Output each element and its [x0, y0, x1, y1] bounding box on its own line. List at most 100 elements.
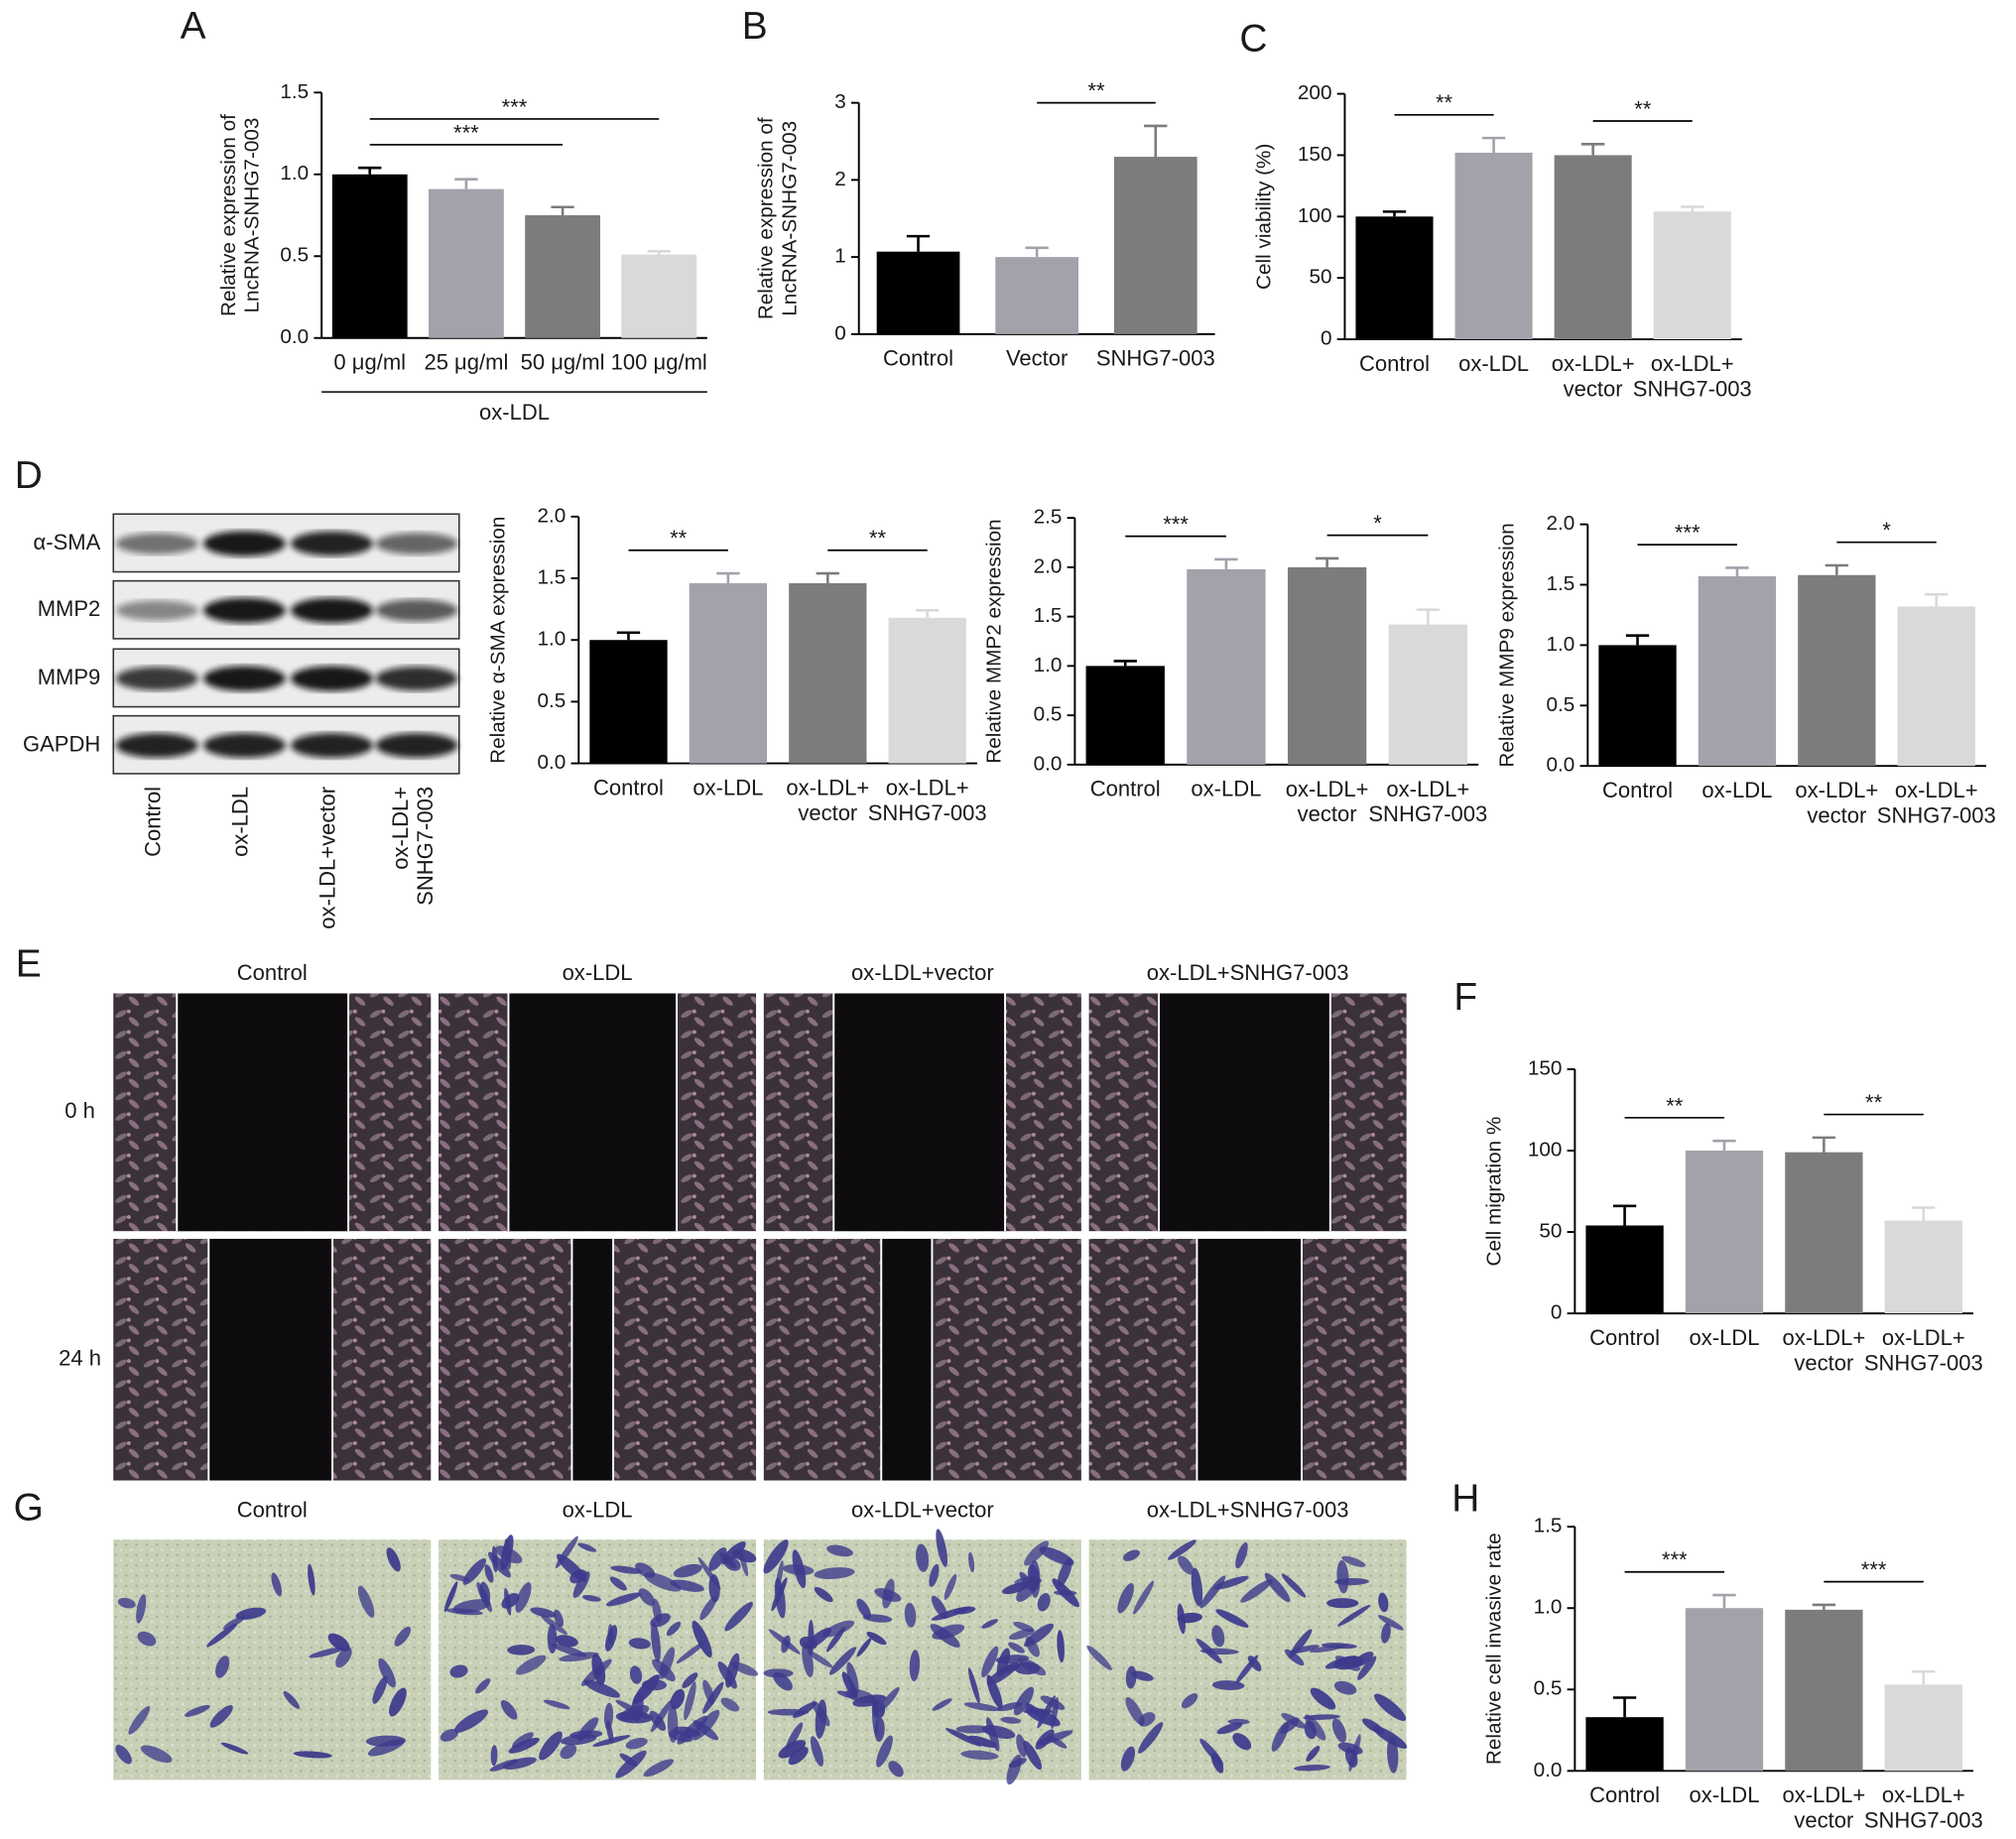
y-axis-label: Relative MMP2 expression: [983, 519, 1006, 763]
invading-cell: [882, 1578, 895, 1609]
invading-cell: [445, 1608, 483, 1616]
invading-cell: [569, 1569, 587, 1584]
x-tick-label: Control: [1602, 778, 1673, 802]
invading-cell: [283, 1690, 301, 1709]
invading-cell: [491, 1545, 498, 1573]
bar: [1187, 568, 1266, 765]
invading-cell: [1211, 1680, 1245, 1690]
invading-cell: [909, 1650, 921, 1682]
invading-cell: [559, 1652, 599, 1662]
bar: [1113, 157, 1197, 334]
invading-cell: [1377, 1615, 1404, 1631]
invading-cell: [1247, 1655, 1262, 1671]
invading-cell: [605, 1720, 614, 1743]
blot-band: [375, 599, 458, 622]
invading-cell: [856, 1638, 872, 1657]
y-axis-label: Relative expression ofLncRNA-SNHG7-003: [755, 117, 802, 319]
invading-cell: [577, 1542, 597, 1552]
invading-cell: [560, 1744, 577, 1760]
panel-letter: H: [1451, 1478, 1479, 1521]
y-tick-label: 0.5: [538, 689, 567, 712]
invading-cell: [936, 1529, 948, 1567]
y-tick-label: 1.0: [538, 628, 567, 651]
wound-gap: [571, 1238, 614, 1481]
invading-cell: [220, 1742, 249, 1755]
blot-band: [202, 597, 286, 624]
invading-cell: [699, 1596, 717, 1621]
invading-cell: [1138, 1722, 1164, 1754]
invading-cell: [1378, 1592, 1389, 1613]
invading-cell: [1336, 1559, 1349, 1594]
invading-cell: [453, 1709, 489, 1733]
invading-cell: [981, 1646, 999, 1678]
y-tick-label: 150: [1528, 1056, 1563, 1079]
invading-cell: [1125, 1665, 1137, 1689]
blot-band: [202, 733, 286, 758]
bar: [1585, 1225, 1664, 1314]
significance-label: **: [1436, 90, 1453, 115]
panel-letter: F: [1453, 976, 1477, 1019]
invading-cell: [1310, 1687, 1336, 1710]
wound-gap: [1159, 993, 1330, 1232]
y-tick-label: 2: [834, 168, 846, 190]
significance-label: *: [1373, 511, 1382, 536]
invading-cell: [440, 1729, 458, 1742]
invading-cell: [986, 1674, 1003, 1709]
invading-cell: [1133, 1580, 1155, 1615]
invading-cell: [876, 1735, 893, 1768]
invading-cell: [530, 1607, 557, 1618]
bar: [1585, 1717, 1664, 1772]
invading-cell: [968, 1551, 975, 1573]
invading-cell: [1023, 1740, 1042, 1771]
invading-cell: [641, 1679, 668, 1691]
invading-cell: [673, 1726, 701, 1738]
invading-cell: [1036, 1730, 1073, 1746]
invading-cell: [807, 1650, 833, 1668]
x-tick-label: ox-LDL+ vector: [786, 775, 869, 824]
invading-cell: [732, 1548, 757, 1563]
x-tick-label: ox-LDL: [1191, 777, 1261, 801]
invading-cell: [785, 1722, 804, 1751]
invading-cell: [644, 1572, 682, 1592]
lane-label: ox-LDL+SNHG7-003: [388, 787, 438, 906]
x-tick-label: ox-LDL: [1689, 1325, 1759, 1350]
invading-cell: [1025, 1706, 1061, 1727]
x-tick-label: 25 μg/ml: [424, 349, 508, 374]
invading-cell: [1294, 1765, 1330, 1772]
column-title: ox-LDL+vector: [851, 1497, 994, 1522]
blot-band: [375, 533, 458, 554]
bar: [589, 640, 668, 764]
invading-cell: [1284, 1649, 1305, 1666]
invading-cell: [443, 1581, 458, 1613]
invading-cell: [365, 1735, 407, 1747]
x-tick-label: ox-LDL: [693, 775, 763, 799]
invading-cell: [592, 1735, 631, 1747]
invading-cell: [507, 1645, 536, 1655]
invading-cell: [327, 1633, 350, 1652]
invading-cell: [793, 1701, 818, 1718]
y-tick-label: 100: [1298, 204, 1332, 227]
bar: [1355, 216, 1434, 340]
panel-letter: E: [16, 943, 42, 986]
column-title: Control: [237, 1497, 308, 1522]
invading-cell: [215, 1655, 230, 1678]
invading-cell: [185, 1704, 210, 1717]
y-tick-label: 2.0: [538, 504, 567, 527]
column-title: ox-LDL: [563, 960, 633, 985]
lane-label: Control: [141, 787, 166, 857]
invading-cell: [1281, 1573, 1307, 1598]
invading-cell: [569, 1730, 603, 1739]
y-tick-label: 0.0: [280, 325, 309, 348]
invading-cell: [1211, 1625, 1225, 1648]
y-tick-label: 1.0: [1034, 654, 1063, 676]
invading-cell: [394, 1626, 412, 1647]
y-tick-label: 0: [834, 321, 846, 344]
x-tick-label: ox-LDL+ vector: [1782, 1325, 1865, 1375]
invading-cell: [822, 1620, 855, 1638]
x-tick-label: ox-LDL+ SNHG7-003: [1877, 778, 1996, 827]
invading-cell: [1013, 1686, 1035, 1716]
x-tick-label: Control: [593, 775, 664, 799]
bar: [1884, 1684, 1962, 1772]
x-tick-label: ox-LDL+ SNHG7-003: [1368, 777, 1487, 826]
wound-gap: [177, 993, 349, 1232]
